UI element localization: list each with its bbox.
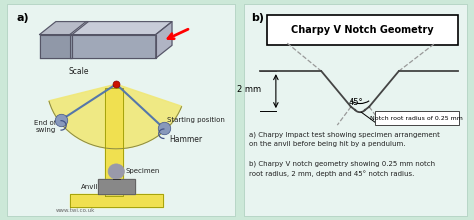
Text: www.twi.co.uk: www.twi.co.uk [56, 208, 95, 213]
FancyBboxPatch shape [7, 4, 235, 216]
Text: Anvil: Anvil [82, 183, 99, 190]
Polygon shape [70, 22, 172, 35]
Polygon shape [70, 194, 163, 207]
FancyBboxPatch shape [375, 111, 459, 125]
Text: Charpy V Notch Geometry: Charpy V Notch Geometry [291, 25, 434, 35]
FancyBboxPatch shape [267, 15, 458, 45]
Polygon shape [105, 88, 123, 196]
Text: Scale: Scale [69, 67, 89, 76]
Polygon shape [39, 35, 72, 58]
Text: End of
swing: End of swing [34, 120, 56, 133]
Polygon shape [39, 22, 88, 35]
FancyBboxPatch shape [244, 4, 467, 216]
Text: a) Charpy Impact test showing specimen arrangement
on the anvil before being hit: a) Charpy Impact test showing specimen a… [248, 132, 439, 147]
Text: 45°: 45° [348, 98, 363, 107]
Text: Specimen: Specimen [126, 169, 160, 174]
Text: Hammer: Hammer [170, 135, 203, 144]
Polygon shape [155, 22, 172, 58]
Text: Notch root radius of 0.25 mm: Notch root radius of 0.25 mm [371, 116, 464, 121]
Wedge shape [49, 84, 182, 149]
Circle shape [108, 164, 124, 179]
Text: b): b) [251, 13, 264, 23]
Text: Starting position: Starting position [167, 117, 225, 123]
Polygon shape [70, 35, 155, 58]
Text: b) Charpy V notch geometry showing 0.25 mm notch
root radius, 2 mm, depth and 45: b) Charpy V notch geometry showing 0.25 … [248, 161, 435, 177]
Polygon shape [98, 179, 135, 194]
Text: 2 mm: 2 mm [237, 85, 261, 94]
Text: a): a) [16, 13, 29, 23]
